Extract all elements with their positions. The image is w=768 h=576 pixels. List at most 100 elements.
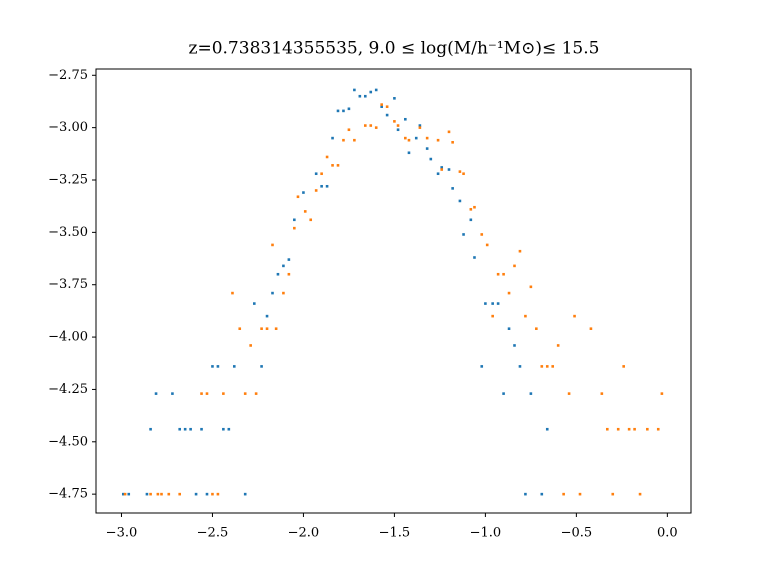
point: [404, 136, 407, 140]
point: [363, 124, 367, 127]
point: [502, 392, 505, 395]
point: [551, 365, 555, 368]
point: [314, 189, 318, 192]
point: [627, 427, 631, 431]
point: [545, 427, 549, 431]
point: [496, 272, 500, 276]
point: [309, 218, 313, 222]
point: [222, 392, 225, 395]
point: [425, 136, 429, 140]
y-tick-label: −3.75: [48, 277, 88, 292]
point: [238, 327, 242, 330]
point: [605, 427, 609, 431]
point: [458, 170, 462, 173]
point: [369, 124, 373, 127]
point: [425, 147, 429, 150]
point: [545, 365, 549, 368]
point: [276, 272, 280, 276]
point: [149, 427, 152, 431]
point: [336, 164, 340, 167]
point: [167, 492, 171, 496]
x-tick-label: −2.0: [288, 526, 320, 541]
point: [271, 291, 274, 295]
point: [260, 365, 263, 368]
y-tick-label: −3.00: [48, 120, 88, 135]
y-tick-label: −3.50: [48, 225, 88, 240]
point: [325, 184, 329, 188]
point: [200, 392, 203, 395]
point: [123, 492, 127, 496]
point: [600, 392, 604, 395]
point: [156, 492, 160, 496]
point: [440, 168, 444, 171]
point: [407, 138, 411, 142]
point: [638, 492, 642, 496]
point: [484, 302, 487, 305]
point: [145, 492, 149, 496]
x-tick-label: −2.5: [197, 526, 229, 541]
point: [380, 105, 383, 108]
point: [646, 427, 649, 431]
point: [404, 117, 407, 121]
point: [656, 427, 660, 431]
point: [353, 88, 356, 92]
point: [314, 172, 318, 176]
point: [287, 272, 291, 276]
point: [462, 233, 465, 236]
point: [271, 243, 274, 247]
point: [222, 427, 225, 431]
point: [149, 492, 152, 496]
point: [358, 94, 362, 98]
point: [127, 492, 131, 496]
point: [660, 392, 664, 395]
point: [265, 327, 269, 330]
plot-frame: [95, 68, 692, 514]
point: [178, 492, 182, 496]
point: [562, 492, 565, 496]
point: [447, 130, 451, 134]
y-tick-label: −4.50: [48, 434, 88, 449]
point: [121, 492, 125, 496]
x-tick-label: 0.0: [657, 526, 678, 541]
point: [469, 218, 473, 222]
point: [194, 492, 198, 496]
point: [260, 327, 263, 330]
point: [325, 155, 329, 159]
point: [393, 97, 396, 100]
point: [480, 233, 484, 236]
y-tick-label: −4.75: [48, 487, 88, 502]
point: [342, 138, 345, 142]
point: [243, 492, 247, 496]
point: [616, 427, 620, 431]
point: [485, 243, 489, 247]
point: [211, 365, 214, 368]
point: [447, 168, 451, 171]
point: [491, 302, 494, 305]
point: [227, 427, 231, 431]
point: [518, 365, 522, 368]
point: [396, 124, 400, 127]
point: [573, 314, 576, 318]
point: [254, 392, 258, 395]
point: [418, 126, 422, 129]
point: [418, 124, 422, 127]
x-tick-label: −1.5: [379, 526, 411, 541]
point: [293, 226, 296, 230]
point: [160, 492, 163, 496]
point: [480, 365, 484, 368]
y-tick-label: −4.00: [48, 330, 88, 345]
point: [216, 492, 220, 496]
point: [374, 88, 378, 92]
point: [440, 166, 444, 169]
point: [393, 120, 396, 123]
x-tick-label: −3.0: [106, 526, 138, 541]
point: [407, 151, 411, 155]
point: [265, 314, 269, 318]
point: [347, 107, 351, 111]
point: [513, 344, 516, 347]
point: [622, 365, 625, 368]
point: [518, 249, 522, 253]
point: [303, 210, 307, 213]
